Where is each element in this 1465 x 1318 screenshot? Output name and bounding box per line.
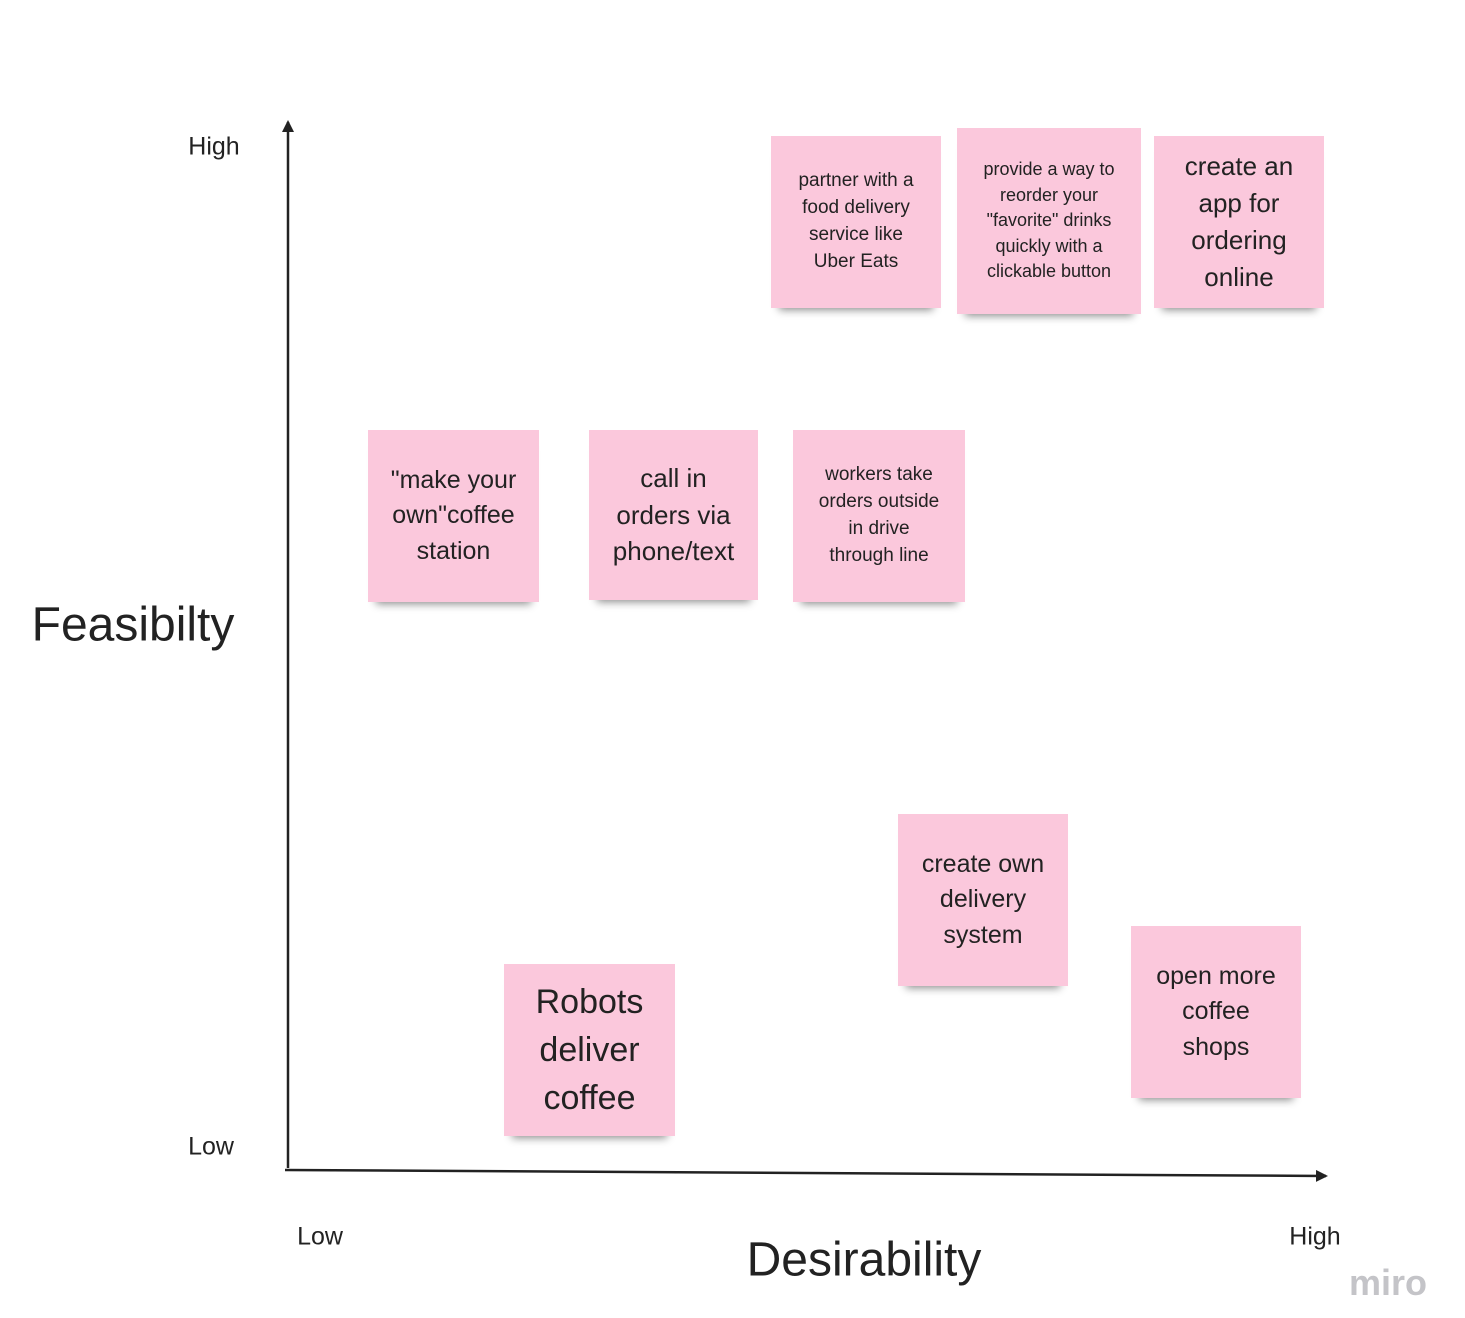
sticky-note[interactable]: open more coffee shops — [1131, 926, 1301, 1098]
note-text: reorder your — [999, 184, 1099, 205]
sticky-note[interactable]: partner with a food delivery service like U… — [771, 136, 941, 308]
sticky-note[interactable]: workers take orders outside in drive throug… — [793, 430, 965, 602]
sticky-note[interactable]: provide a way to reorder your "favorite" d… — [957, 128, 1141, 314]
sticky-note[interactable]: "make your own"coffee station — [368, 430, 539, 602]
sticky-note[interactable]: create own delivery system — [898, 814, 1068, 986]
note-text: workers take — [825, 464, 933, 486]
note-text: own"coffee — [392, 501, 515, 530]
note-text: station — [416, 536, 491, 565]
y-high-label: High — [188, 132, 240, 161]
x-axis-title: Desirability — [746, 1233, 982, 1287]
note-text: create own — [921, 849, 1045, 878]
note-text: through line — [829, 544, 929, 566]
note-text: call in — [640, 462, 707, 493]
x-low-label: Low — [297, 1222, 343, 1251]
note-text: food delivery — [802, 197, 910, 219]
note-text: system — [943, 920, 1023, 949]
note-text: orders outside — [818, 491, 940, 513]
note-text: deliver — [539, 1030, 640, 1069]
note-text: coffee — [543, 1079, 636, 1118]
note-text: coffee — [1182, 997, 1250, 1026]
note-text: open more — [1156, 961, 1276, 990]
sticky-note[interactable]: create an app for ordering online — [1154, 136, 1324, 308]
y-axis-title: Feasibilty — [31, 598, 235, 652]
note-text: delivery — [939, 885, 1027, 914]
note-text: provide a way to — [983, 159, 1115, 180]
note-text: "favorite" drinks — [986, 210, 1112, 231]
x-high-label: High — [1289, 1222, 1341, 1251]
note-text: "make your — [390, 465, 517, 494]
note-text: create an — [1184, 151, 1294, 182]
y-low-label: Low — [188, 1132, 234, 1161]
note-text: partner with a — [798, 170, 914, 192]
note-text: ordering — [1191, 225, 1287, 255]
note-text: service like — [809, 224, 903, 245]
note-text: shops — [1182, 1032, 1250, 1061]
note-text: phone/text — [612, 536, 735, 567]
note-text: Uber Eats — [813, 250, 899, 272]
x-axis — [284, 1168, 1328, 1182]
note-text: Robots — [535, 982, 644, 1021]
note-text: quickly with a — [995, 235, 1103, 256]
sticky-note[interactable]: call in orders via phone/text — [589, 430, 758, 600]
note-text: app for — [1198, 188, 1280, 219]
note-text: orders via — [616, 499, 731, 530]
note-text: online — [1204, 261, 1274, 292]
note-text: clickable button — [986, 261, 1112, 282]
sticky-note[interactable]: Robots deliver coffee — [504, 964, 675, 1136]
brand-logo: miro — [1348, 1262, 1428, 1303]
note-text: in drive — [848, 518, 910, 539]
